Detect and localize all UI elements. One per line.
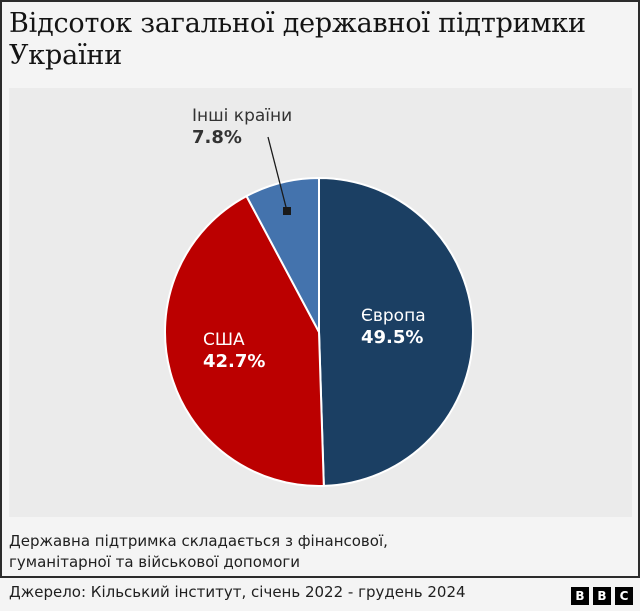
chart-title: Відсоток загальної державної підтримки У…	[9, 8, 586, 71]
pie-slice	[245, 176, 320, 333]
bbc-logo-block: B	[571, 587, 589, 605]
note-line-2: гуманітарної та військової допомоги	[9, 553, 300, 571]
label-usa: США 42.7%	[203, 330, 265, 372]
label-europe: Європа 49.5%	[361, 306, 426, 348]
pie-slice	[318, 176, 474, 487]
label-usa-name: США	[203, 330, 245, 350]
label-other-value: 7.8%	[192, 127, 242, 148]
label-europe-value: 49.5%	[361, 327, 424, 348]
bbc-logo-block: B	[593, 587, 611, 605]
label-other-name: Інші країни	[192, 106, 293, 126]
chart-note: Державна підтримка складається з фінансо…	[9, 531, 388, 573]
leader-marker	[283, 207, 291, 215]
label-usa-value: 42.7%	[203, 351, 266, 372]
label-other: Інші країни 7.8%	[192, 106, 292, 148]
leader-line	[267, 136, 288, 212]
note-line-1: Державна підтримка складається з фінансо…	[9, 532, 388, 550]
plot-area: Інші країни 7.8% США 42.7% Європа 49.5%	[9, 88, 632, 517]
pie-chart	[164, 136, 474, 487]
label-europe-name: Європа	[361, 306, 426, 326]
source-text: Джерело: Кільський інститут, січень 2022…	[9, 583, 466, 601]
bbc-logo: B B C	[571, 587, 633, 605]
bbc-logo-block: C	[615, 587, 633, 605]
